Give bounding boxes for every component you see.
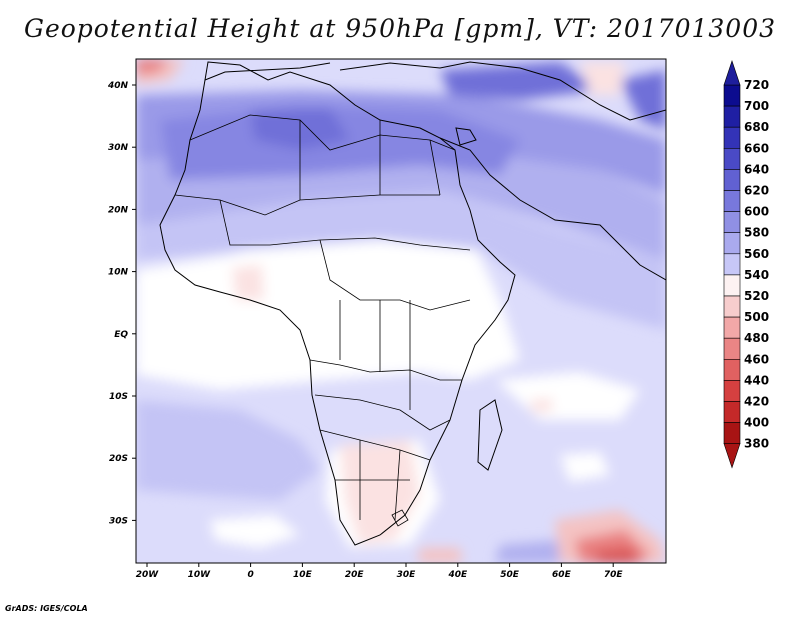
colorbar-label: 560 — [744, 247, 769, 261]
contour-b600a — [136, 150, 666, 260]
colorbar-label: 680 — [744, 120, 769, 134]
contour-reddeep1 — [595, 548, 640, 563]
colorbar-swatch — [723, 232, 741, 255]
lon-label: 0 — [247, 570, 253, 580]
colorbar-swatch — [723, 337, 741, 360]
lon-label: 70E — [604, 570, 624, 580]
colorbar-top-arrow — [723, 60, 741, 86]
lat-label: 30N — [108, 143, 129, 153]
colorbar-label: 700 — [744, 99, 769, 113]
coastlines — [159, 61, 666, 546]
colorbar-label: 460 — [744, 352, 769, 366]
contour-pink4 — [580, 62, 625, 95]
colorbar-bottom-arrow — [723, 443, 741, 469]
contour-white2 — [210, 515, 300, 548]
colorbar-swatch — [723, 422, 741, 445]
colorbar-swatch — [723, 401, 741, 423]
lon-label: 10E — [293, 570, 313, 580]
plot-frame — [135, 58, 667, 564]
lat-label: 10S — [109, 392, 128, 402]
colorbar-label: 540 — [744, 268, 769, 282]
lon-label: 20W — [136, 570, 160, 580]
lat-label: 20N — [108, 205, 129, 215]
grads-credit: GrADS: IGES/COLA — [5, 604, 88, 613]
lon-label: 30E — [397, 570, 417, 580]
colorbar-swatch — [723, 148, 741, 170]
lat-axis: 40N 30N 20N 10N EQ 10S 20S 30S — [107, 81, 136, 526]
colorbar-label: 400 — [744, 416, 769, 430]
colorbar-label: 440 — [744, 373, 769, 387]
contour-b580b — [136, 400, 320, 500]
country-borders — [174, 114, 471, 527]
colorbar-swatch — [723, 105, 741, 128]
colorbar-swatch — [723, 211, 741, 234]
colorbar-label: 720 — [744, 78, 769, 92]
colorbar-swatch — [723, 358, 741, 381]
contour-red2 — [136, 59, 170, 75]
lat-label: 10N — [108, 268, 129, 278]
contour-white1 — [136, 205, 520, 390]
lon-label: 60E — [552, 570, 572, 580]
contour-pink5 — [418, 548, 462, 563]
colorbar-label: 640 — [744, 162, 769, 176]
contour-pink7 — [232, 265, 264, 300]
contour-b600b — [495, 540, 565, 563]
contour-b660b — [440, 62, 600, 100]
colorbar-swatch — [723, 380, 741, 402]
contour-pink6 — [530, 398, 552, 412]
colorbar-swatch — [723, 84, 741, 107]
colorbar-label: 500 — [744, 310, 769, 324]
colorbar-swatch — [723, 274, 741, 297]
lon-axis: 20W 10W 0 10E 20E 30E 40E 50E 60E 70E — [136, 563, 624, 580]
contour-white3 — [560, 452, 610, 482]
contour-b580a — [136, 190, 666, 330]
contour-b640a — [160, 105, 520, 180]
colorbar-swatch — [723, 190, 741, 212]
lat-label: 40N — [107, 81, 129, 91]
lon-label: 50E — [500, 570, 520, 580]
colorbar: 720 700 680 660 640 620 600 580 560 540 520 500 480 4… — [723, 60, 769, 469]
map-title: Geopotential Height at 950hPa [gpm], VT:… — [23, 14, 777, 43]
colorbar-label: 600 — [744, 205, 769, 219]
lon-label: 10W — [188, 570, 212, 580]
contour-field — [136, 59, 666, 563]
lon-label: 20E — [345, 570, 365, 580]
colorbar-label: 520 — [744, 289, 769, 303]
colorbar-swatch — [723, 253, 741, 276]
colorbar-swatch — [723, 169, 741, 191]
colorbar-label: 660 — [744, 141, 769, 155]
colorbar-label: 420 — [744, 395, 769, 409]
lat-label: EQ — [114, 330, 128, 340]
lat-label: 30S — [109, 516, 128, 526]
colorbar-label: 620 — [744, 184, 769, 198]
colorbar-label: 480 — [744, 331, 769, 345]
contour-b660c — [620, 70, 666, 130]
colorbar-swatch — [723, 295, 741, 318]
lat-label: 20S — [109, 454, 128, 464]
colorbar-label: 380 — [744, 437, 769, 451]
colorbar-swatch — [723, 316, 741, 339]
colorbar-label: 580 — [744, 226, 769, 240]
lon-label: 40E — [447, 570, 468, 580]
colorbar-swatch — [723, 126, 741, 149]
